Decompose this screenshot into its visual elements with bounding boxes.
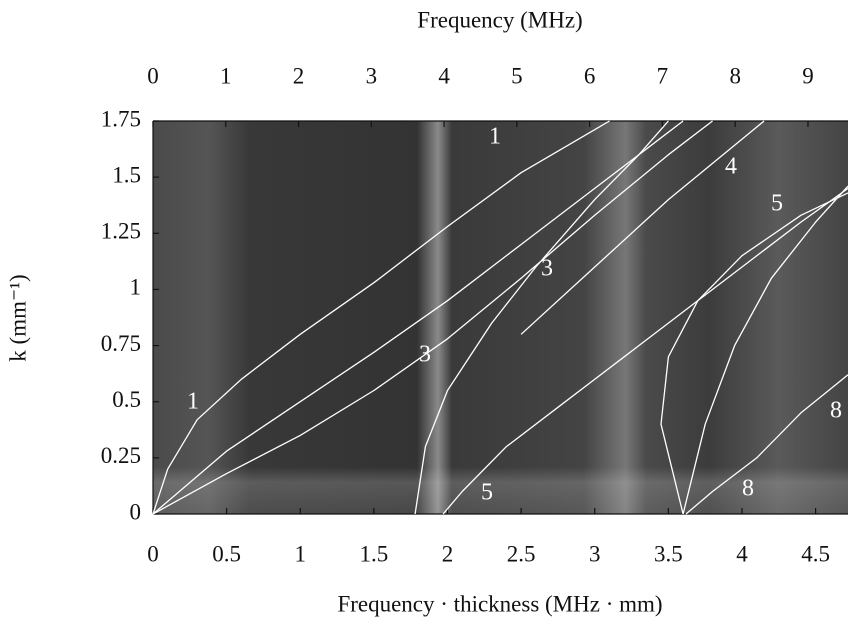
x-tick-label: 0.5 xyxy=(212,541,241,566)
top-tick-label: 2 xyxy=(293,63,305,88)
x-tick-label: 3 xyxy=(589,541,601,566)
mode-label: 4 xyxy=(725,154,737,180)
plot-background xyxy=(153,121,848,514)
top-axis-title: Frequency (MHz) xyxy=(417,7,582,32)
x-tick-label: 2 xyxy=(442,541,454,566)
x-tick-label: 4 xyxy=(736,541,748,566)
x-tick-label: 1 xyxy=(294,541,306,566)
top-tick-label: 1 xyxy=(220,63,232,88)
top-tick-label: 9 xyxy=(802,63,814,88)
y-tick-label: 0.5 xyxy=(112,387,141,412)
mode-label: 1 xyxy=(489,124,501,150)
mode-label: 8 xyxy=(742,476,754,502)
x-tick-label: 3.5 xyxy=(654,541,683,566)
x-tick-label: 2.5 xyxy=(507,541,536,566)
dispersion-curve xyxy=(152,120,610,515)
dispersion-curve xyxy=(152,120,684,515)
y-tick-label: 1.25 xyxy=(101,219,141,244)
top-tick-label: 5 xyxy=(511,63,523,88)
dispersion-curve xyxy=(682,185,848,515)
y-tick-label: 0 xyxy=(130,499,142,524)
dispersion-curve xyxy=(685,374,848,515)
top-tick-label: 0 xyxy=(147,63,159,88)
y-tick-label: 1.5 xyxy=(112,162,141,187)
y-axis-title: k (mm⁻¹) xyxy=(5,274,30,361)
y-tick-label: 1.75 xyxy=(101,106,141,131)
x-tick-label: 0 xyxy=(147,541,159,566)
dispersion-curve xyxy=(660,192,848,515)
mode-label: 8 xyxy=(830,398,842,424)
y-tick-label: 0.25 xyxy=(101,443,141,468)
top-tick-label: 8 xyxy=(729,63,741,88)
dispersion-curve xyxy=(520,120,765,335)
dispersion-curve xyxy=(442,187,848,515)
y-tick-label: 1 xyxy=(130,275,142,300)
dispersion-curve xyxy=(152,120,713,515)
top-tick-label: 3 xyxy=(366,63,378,88)
mode-label: 5 xyxy=(771,191,783,217)
x-axis-title: Frequency · thickness (MHz · mm) xyxy=(337,591,662,616)
mode-label: 1 xyxy=(187,389,199,415)
intensity-floor xyxy=(153,121,848,514)
top-tick-label: 6 xyxy=(584,63,596,88)
y-tick-label: 0.75 xyxy=(101,331,141,356)
mode-label: 5 xyxy=(481,480,493,506)
x-tick-label: 4.5 xyxy=(801,541,830,566)
top-tick-label: 7 xyxy=(657,63,669,88)
mode-label: 3 xyxy=(419,342,431,368)
x-tick-label: 1.5 xyxy=(359,541,388,566)
mode-label: 3 xyxy=(541,256,553,282)
top-tick-label: 4 xyxy=(438,63,450,88)
dispersion-curve xyxy=(414,120,669,515)
